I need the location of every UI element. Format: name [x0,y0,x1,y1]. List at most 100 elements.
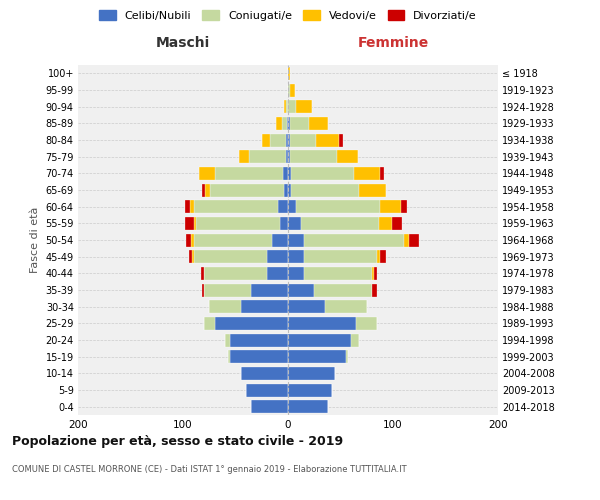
Legend: Celibi/Nubili, Coniugati/e, Vedovi/e, Divorziati/e: Celibi/Nubili, Coniugati/e, Vedovi/e, Di… [97,8,479,24]
Bar [379,217,392,230]
Bar [191,234,193,246]
Bar [239,150,249,163]
Bar [286,100,288,113]
Bar [283,167,288,180]
Bar [225,334,230,346]
Bar [193,250,267,263]
Bar [401,200,407,213]
Bar [288,350,346,363]
Bar [291,167,354,180]
Bar [296,100,312,113]
Bar [282,117,287,130]
Bar [287,117,288,130]
Bar [380,200,401,213]
Bar [291,184,359,196]
Bar [284,100,286,113]
Bar [204,284,251,296]
Bar [204,317,215,330]
Bar [372,284,377,296]
Bar [377,250,380,263]
Bar [404,234,409,246]
Bar [241,367,288,380]
Bar [284,184,288,196]
Bar [193,234,272,246]
Bar [288,167,291,180]
Bar [267,267,288,280]
Bar [346,350,348,363]
Bar [290,150,337,163]
Bar [304,234,404,246]
Bar [288,300,325,313]
Bar [374,267,377,280]
Bar [288,184,291,196]
Bar [267,250,288,263]
Bar [409,234,419,246]
Bar [290,134,316,146]
Bar [288,284,314,296]
Bar [277,117,282,130]
Bar [185,200,190,213]
Bar [215,167,283,180]
Bar [301,217,379,230]
Bar [314,284,372,296]
Bar [249,150,286,163]
Bar [185,217,193,230]
Text: Maschi: Maschi [156,36,210,50]
Bar [251,400,288,413]
Bar [251,284,288,296]
Bar [190,200,193,213]
Bar [288,234,304,246]
Bar [241,300,288,313]
Text: COMUNE DI CASTEL MORRONE (CE) - Dati ISTAT 1° gennaio 2019 - Elaborazione TUTTIT: COMUNE DI CASTEL MORRONE (CE) - Dati IST… [12,465,407,474]
Bar [288,117,290,130]
Bar [228,350,230,363]
Bar [296,200,380,213]
Bar [209,300,241,313]
Bar [337,150,358,163]
Bar [290,117,309,130]
Bar [211,184,284,196]
Bar [309,117,328,130]
Bar [325,300,367,313]
Bar [288,384,332,396]
Bar [288,400,328,413]
Text: Popolazione per età, sesso e stato civile - 2019: Popolazione per età, sesso e stato civil… [12,435,343,448]
Bar [359,184,386,196]
Bar [351,334,359,346]
Bar [196,217,280,230]
Bar [304,250,377,263]
Bar [288,150,290,163]
Bar [246,384,288,396]
Bar [286,134,288,146]
Bar [288,200,296,213]
Bar [230,334,288,346]
Y-axis label: Fasce di età: Fasce di età [30,207,40,273]
Bar [201,267,204,280]
Text: Femmine: Femmine [358,36,428,50]
Bar [356,317,377,330]
Bar [354,167,380,180]
Bar [262,134,270,146]
Bar [193,200,277,213]
Bar [204,267,267,280]
Bar [288,100,296,113]
Bar [340,134,343,146]
Bar [202,284,204,296]
Bar [272,234,288,246]
Bar [288,267,304,280]
Bar [372,267,374,280]
Bar [186,234,191,246]
Bar [288,217,301,230]
Bar [286,150,288,163]
Bar [288,367,335,380]
Bar [270,134,286,146]
Bar [316,134,340,146]
Bar [215,317,288,330]
Bar [288,84,290,96]
Bar [288,67,290,80]
Bar [392,217,403,230]
Bar [199,167,215,180]
Bar [230,350,288,363]
Bar [304,267,372,280]
Bar [202,184,205,196]
